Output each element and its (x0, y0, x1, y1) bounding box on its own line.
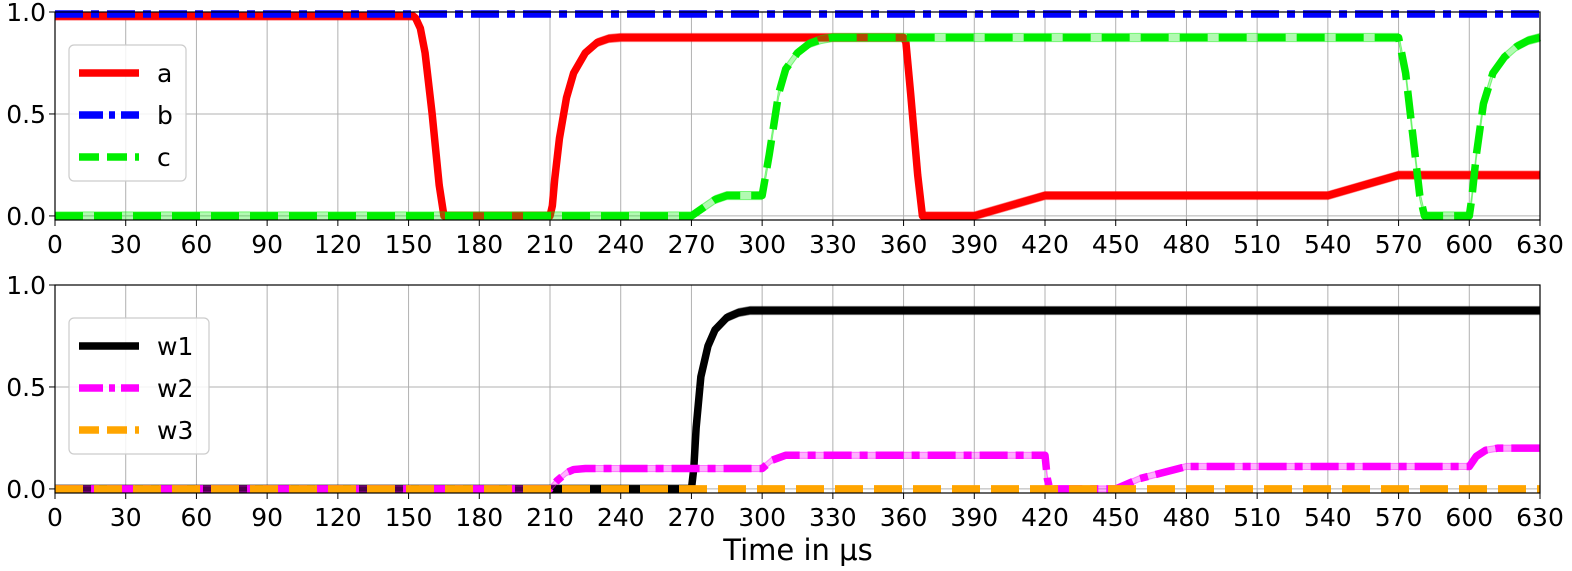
top-chart-panel: 0 30 60 90 120 150 180 210 240 270 300 330 360 390 420… (6, 0, 1564, 259)
y-tick-label-1: 0.5 (6, 373, 46, 402)
series-a-band (54, 11, 1541, 221)
x-tick-label-10: 300 (738, 230, 786, 259)
x-tick-label-9: 270 (668, 230, 716, 259)
legend-label-w3: w3 (157, 416, 193, 445)
x-tick-label-16: 480 (1163, 503, 1211, 532)
x-tick-label-3: 90 (251, 230, 283, 259)
x-tick-label-17: 510 (1233, 503, 1281, 532)
x-tick-label-21: 630 (1516, 230, 1564, 259)
x-tick-label-1: 30 (110, 503, 142, 532)
x-tick-label-6: 180 (455, 503, 503, 532)
series-a-line (55, 12, 1540, 220)
legend: abc (68, 44, 187, 182)
x-tick-label-14: 420 (1021, 503, 1069, 532)
x-tick-label-12: 360 (880, 230, 928, 259)
y-tick-label-0: 0.0 (6, 475, 46, 504)
plot-frame (54, 11, 1541, 221)
x-tick-label-9: 270 (668, 503, 716, 532)
x-tick-label-2: 60 (181, 503, 213, 532)
x-tick-label-20: 600 (1445, 503, 1493, 532)
x-tick-label-18: 540 (1304, 503, 1352, 532)
x-tick-label-13: 390 (950, 230, 998, 259)
x-tick-label-14: 420 (1021, 230, 1069, 259)
y-tick-label-2: 1.0 (6, 0, 46, 27)
x-tick-label-5: 150 (385, 503, 433, 532)
legend: w1 w2 w3 (68, 317, 210, 455)
x-tick-label-8: 240 (597, 230, 645, 259)
series-w2-line (55, 444, 1540, 493)
x-axis-label: Time in μs (722, 533, 872, 567)
x-tick-label-10: 300 (738, 503, 786, 532)
x-tick-label-5: 150 (385, 230, 433, 259)
x-tick-label-17: 510 (1233, 230, 1281, 259)
x-tick-label-11: 330 (809, 503, 857, 532)
x-tick-label-20: 600 (1445, 230, 1493, 259)
x-tick-label-16: 480 (1163, 230, 1211, 259)
x-tick-label-4: 120 (314, 230, 362, 259)
legend-label-a: a (157, 59, 172, 88)
x-tick-label-6: 180 (455, 230, 503, 259)
x-tick-label-19: 570 (1375, 503, 1423, 532)
x-tick-label-4: 120 (314, 503, 362, 532)
y-tick-label-0: 0.0 (6, 202, 46, 231)
x-tick-label-1: 30 (110, 230, 142, 259)
x-tick-label-18: 540 (1304, 230, 1352, 259)
y-tick-label-2: 1.0 (6, 271, 46, 300)
x-tick-label-7: 210 (526, 230, 574, 259)
bottom-chart-panel: 0 30 60 90 120 150 180 210 240 270 300 330 360 390 420… (6, 271, 1564, 532)
legend-label-w1: w1 (157, 332, 193, 361)
x-tick-label-19: 570 (1375, 230, 1423, 259)
x-tick-label-8: 240 (597, 503, 645, 532)
plot-frame (54, 284, 1541, 494)
legend-label-w2: w2 (157, 374, 193, 403)
legend-label-c: c (157, 143, 171, 172)
x-tick-label-2: 60 (181, 230, 213, 259)
x-tick-label-3: 90 (251, 503, 283, 532)
legend-label-b: b (157, 101, 173, 130)
x-tick-label-12: 360 (880, 503, 928, 532)
x-tick-label-7: 210 (526, 503, 574, 532)
series-w1-line (55, 306, 1540, 493)
x-tick-label-11: 330 (809, 230, 857, 259)
series-c-line (55, 33, 1541, 220)
x-tick-label-15: 450 (1092, 503, 1140, 532)
x-tick-label-0: 0 (47, 230, 63, 259)
x-tick-label-15: 450 (1092, 230, 1140, 259)
x-tick-label-21: 630 (1516, 503, 1564, 532)
x-tick-label-13: 390 (950, 503, 998, 532)
y-tick-label-1: 0.5 (6, 100, 46, 129)
x-tick-label-0: 0 (47, 503, 63, 532)
